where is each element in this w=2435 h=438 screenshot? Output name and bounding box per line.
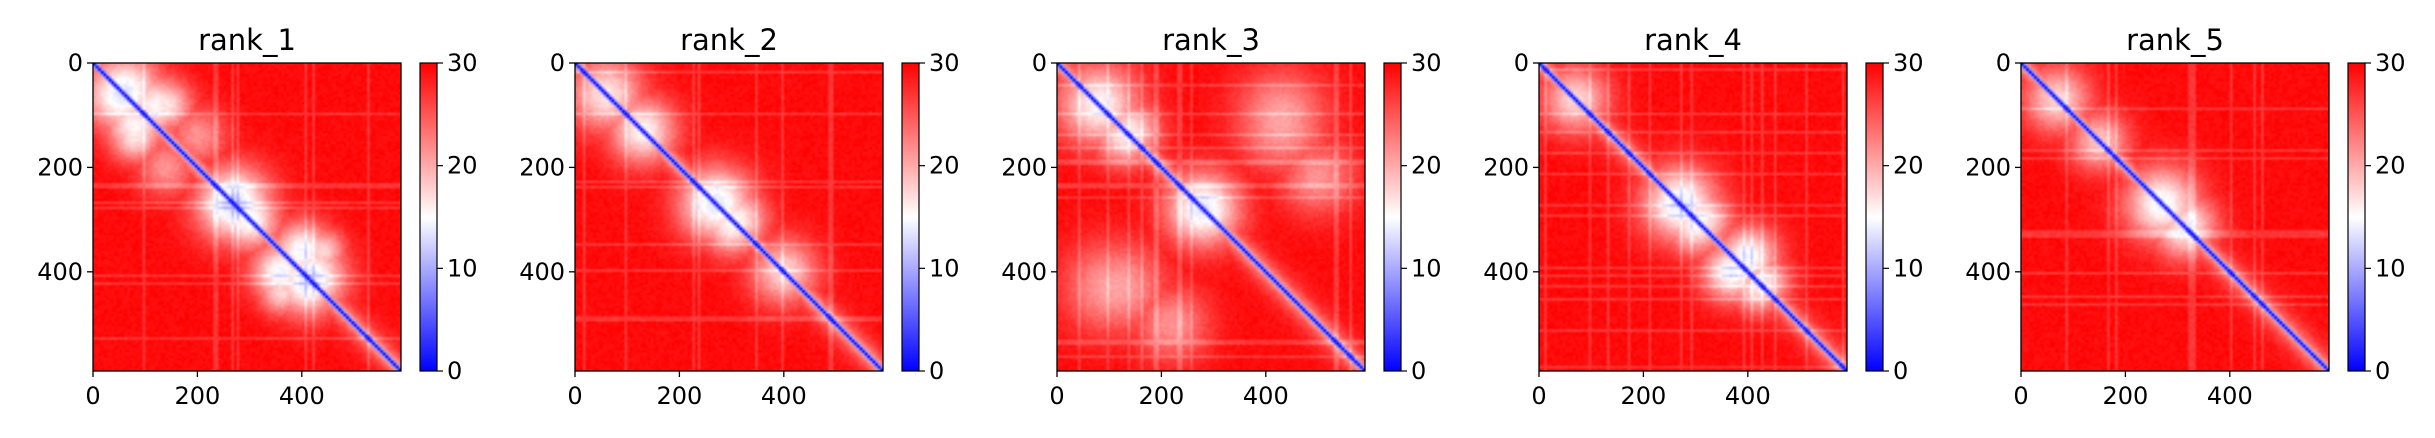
y-tick-label: 200 bbox=[1483, 153, 1529, 181]
colorbar-tick-label: 30 bbox=[929, 49, 960, 77]
x-tick-label: 200 bbox=[2103, 382, 2149, 410]
y-tick-label: 0 bbox=[1514, 49, 1529, 77]
colorbar-tick-label: 0 bbox=[1893, 357, 1908, 385]
x-tick-label: 200 bbox=[657, 382, 703, 410]
colorbar bbox=[420, 63, 437, 371]
subplot-title: rank_2 bbox=[680, 23, 778, 57]
y-tick-label: 200 bbox=[1965, 153, 2011, 181]
colorbar-tick-label: 30 bbox=[1893, 49, 1924, 77]
x-tick-label: 200 bbox=[1621, 382, 1667, 410]
heatmap-image bbox=[2021, 63, 2329, 371]
colorbar-tick-label: 10 bbox=[1411, 254, 1442, 282]
colorbar-tick-label: 20 bbox=[1893, 152, 1924, 180]
colorbar bbox=[1866, 63, 1883, 371]
heatmap-image bbox=[1057, 63, 1365, 371]
axes-frame bbox=[92, 62, 402, 372]
colorbar-tick-label: 30 bbox=[447, 49, 478, 77]
colorbar bbox=[1384, 63, 1401, 371]
colorbar-tick-label: 20 bbox=[2375, 152, 2406, 180]
subplot-title: rank_4 bbox=[1644, 23, 1742, 57]
y-tick-label: 400 bbox=[519, 258, 565, 286]
colorbar-tick-label: 20 bbox=[929, 152, 960, 180]
colorbar-frame bbox=[2347, 62, 2366, 372]
colorbar-tick-label: 0 bbox=[1411, 357, 1426, 385]
x-tick-label: 0 bbox=[567, 382, 582, 410]
x-tick-label: 200 bbox=[1139, 382, 1185, 410]
colorbar-tick-label: 0 bbox=[929, 357, 944, 385]
y-tick-label: 400 bbox=[1001, 258, 1047, 286]
subplot-title: rank_5 bbox=[2126, 23, 2224, 57]
x-tick-label: 400 bbox=[279, 382, 325, 410]
colorbar bbox=[902, 63, 919, 371]
x-tick-label: 0 bbox=[85, 382, 100, 410]
x-tick-label: 400 bbox=[1725, 382, 1771, 410]
y-tick-label: 400 bbox=[1483, 258, 1529, 286]
colorbar-tick-label: 30 bbox=[2375, 49, 2406, 77]
y-tick-label: 0 bbox=[550, 49, 565, 77]
colorbar bbox=[2348, 63, 2365, 371]
colorbar-tick-label: 0 bbox=[447, 357, 462, 385]
subplot-4: rank_4 0 200 400 0 200 400 0 10 20 30 bbox=[1483, 23, 1923, 410]
colorbar-tick-label: 20 bbox=[447, 152, 478, 180]
y-tick-label: 0 bbox=[68, 49, 83, 77]
axes-frame bbox=[574, 62, 884, 372]
x-tick-label: 400 bbox=[1243, 382, 1289, 410]
subplot-1: rank_1 0 200 400 0 200 400 0 10 20 30 bbox=[37, 23, 477, 410]
y-tick-label: 200 bbox=[37, 153, 83, 181]
colorbar-tick-label: 10 bbox=[447, 254, 478, 282]
axes-frame bbox=[1538, 62, 1848, 372]
heatmap-image bbox=[1539, 63, 1847, 371]
colorbar-tick-label: 10 bbox=[2375, 254, 2406, 282]
colorbar-tick-label: 10 bbox=[1893, 254, 1924, 282]
subplot-3: rank_3 0 200 400 0 200 400 0 10 20 30 bbox=[1001, 23, 1441, 410]
colorbar-frame bbox=[1383, 62, 1402, 372]
colorbar-tick-label: 30 bbox=[1411, 49, 1442, 77]
heatmap-image bbox=[93, 63, 401, 371]
y-tick-label: 400 bbox=[37, 258, 83, 286]
colorbar-frame bbox=[419, 62, 438, 372]
x-tick-label: 0 bbox=[1531, 382, 1546, 410]
axes-frame bbox=[1056, 62, 1366, 372]
x-tick-label: 0 bbox=[1049, 382, 1064, 410]
colorbar-tick-label: 0 bbox=[2375, 357, 2390, 385]
y-tick-label: 200 bbox=[519, 153, 565, 181]
subplot-title: rank_3 bbox=[1162, 23, 1260, 57]
colorbar-frame bbox=[901, 62, 920, 372]
y-tick-label: 200 bbox=[1001, 153, 1047, 181]
y-tick-label: 400 bbox=[1965, 258, 2011, 286]
subplot-2: rank_2 0 200 400 0 200 400 0 10 20 30 bbox=[519, 23, 959, 410]
x-tick-label: 400 bbox=[2207, 382, 2253, 410]
subplot-5: rank_5 0 200 400 0 200 400 0 10 20 30 bbox=[1965, 23, 2405, 410]
y-tick-label: 0 bbox=[1032, 49, 1047, 77]
x-tick-label: 400 bbox=[761, 382, 807, 410]
subplot-title: rank_1 bbox=[198, 23, 296, 57]
colorbar-tick-label: 10 bbox=[929, 254, 960, 282]
colorbar-frame bbox=[1865, 62, 1884, 372]
heatmap-image bbox=[575, 63, 883, 371]
x-tick-label: 200 bbox=[175, 382, 221, 410]
y-tick-label: 0 bbox=[1996, 49, 2011, 77]
x-tick-label: 0 bbox=[2013, 382, 2028, 410]
axes-frame bbox=[2020, 62, 2330, 372]
colorbar-tick-label: 20 bbox=[1411, 152, 1442, 180]
